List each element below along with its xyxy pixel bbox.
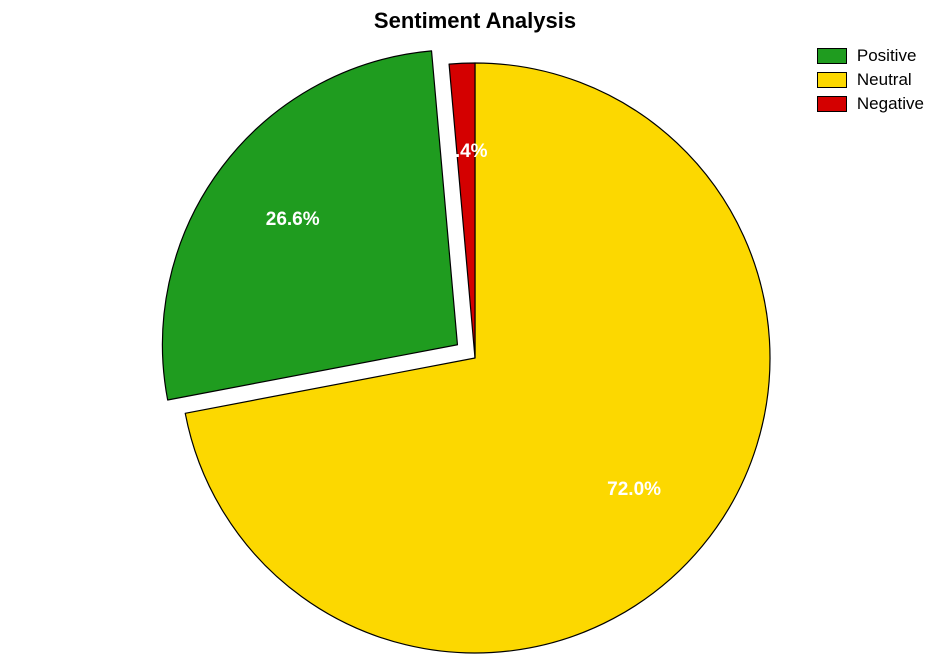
- legend-item-neutral: Neutral: [817, 70, 924, 90]
- legend-item-positive: Positive: [817, 46, 924, 66]
- slice-label-neutral: 72.0%: [607, 479, 661, 501]
- slice-label-positive: 26.6%: [266, 209, 320, 231]
- legend-label-neutral: Neutral: [857, 70, 912, 90]
- legend-swatch-positive: [817, 48, 847, 64]
- chart-container: Sentiment Analysis 72.0%26.6%1.4% Positi…: [0, 0, 950, 662]
- slice-label-negative: 1.4%: [444, 141, 487, 163]
- legend-label-negative: Negative: [857, 94, 924, 114]
- pie-chart: [0, 0, 950, 662]
- legend: Positive Neutral Negative: [817, 46, 924, 118]
- legend-item-negative: Negative: [817, 94, 924, 114]
- legend-label-positive: Positive: [857, 46, 917, 66]
- legend-swatch-neutral: [817, 72, 847, 88]
- legend-swatch-negative: [817, 96, 847, 112]
